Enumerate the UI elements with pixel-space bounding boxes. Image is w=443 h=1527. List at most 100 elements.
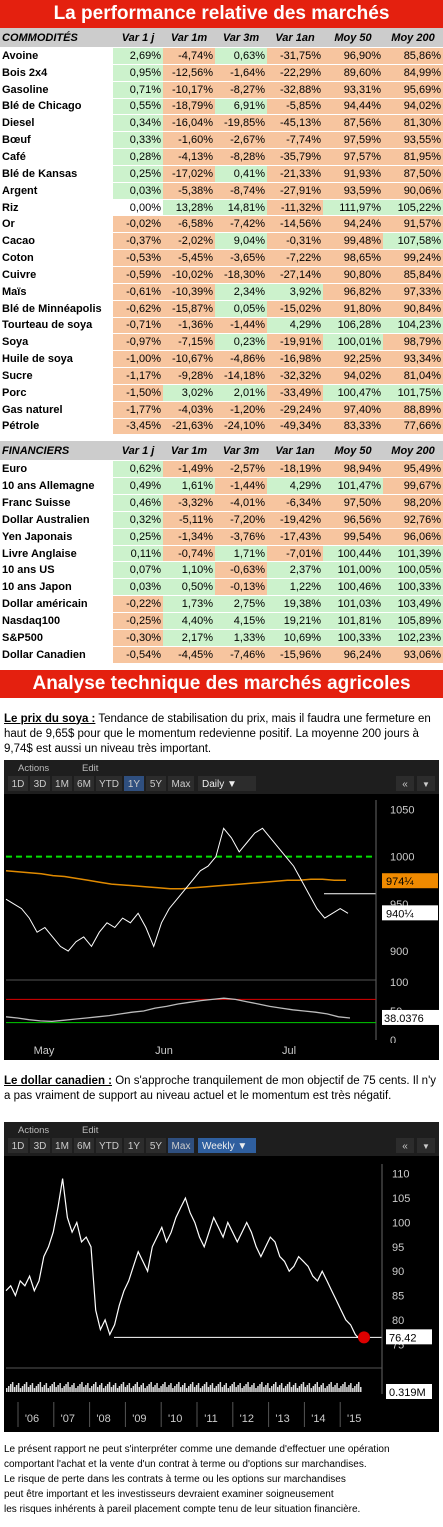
collapse-button[interactable]: « [402, 1141, 408, 1152]
table-cell: 85,84% [383, 266, 443, 284]
price-tick-label: 105 [392, 1193, 410, 1205]
range-tab-1y[interactable]: 1Y [128, 1141, 141, 1152]
volume-bar [154, 1384, 156, 1392]
table-row: Franc Suisse 0,46% -3,32% -4,01% -6,34% 97,50… [0, 494, 443, 512]
table-cell: 103,49% [383, 595, 443, 613]
range-tab-1m[interactable]: 1M [55, 779, 69, 790]
row-label: Blé de Kansas [0, 165, 113, 183]
range-tab-1m[interactable]: 1M [55, 1141, 69, 1152]
last-point-marker [358, 1330, 370, 1343]
volume-bar [336, 1382, 338, 1392]
table-cell: 100,44% [323, 545, 383, 563]
volume-bar [27, 1386, 30, 1392]
table-cell: 0,07% [113, 561, 163, 580]
volume-bar [102, 1387, 105, 1392]
menu-button[interactable]: ▼ [422, 1142, 430, 1151]
table-cell: 0,25% [113, 528, 163, 546]
range-tab-max[interactable]: Max [172, 1141, 191, 1152]
range-tab-ytd[interactable]: YTD [99, 1141, 119, 1152]
edit-menu[interactable]: Edit [82, 1125, 99, 1136]
menu-button[interactable]: ▼ [422, 780, 430, 789]
range-tab-max[interactable]: Max [172, 779, 191, 790]
row-label: Or [0, 215, 113, 234]
table-cell: -0,61% [113, 283, 163, 301]
table-row: Diesel 0,34% -16,04% -19,85% -45,13% 87,56% 81… [0, 114, 443, 133]
range-tab-3d[interactable]: 3D [34, 1141, 47, 1152]
table-cell: -0,53% [113, 249, 163, 267]
x-tick-label: '09 [132, 1413, 146, 1425]
collapse-button[interactable]: « [402, 779, 408, 790]
range-tab-6m[interactable]: 6M [77, 1141, 91, 1152]
volume-bar [316, 1381, 318, 1392]
table-cell: 4,29% [267, 317, 323, 335]
table-cell: -10,39% [163, 283, 215, 301]
volume-bar [89, 1387, 91, 1392]
table-cell: 1,61% [163, 477, 215, 496]
table-row: Tourteau de soya -0,71% -1,36% -1,44% 4,29% 1… [0, 317, 443, 335]
table-cell: -0,31% [267, 232, 323, 251]
period-dropdown[interactable]: Daily ▼ [202, 779, 237, 790]
range-tab-5y[interactable]: 5Y [150, 1141, 163, 1152]
table-cell: 0,63% [215, 47, 267, 65]
range-tab-1y[interactable]: 1Y [128, 779, 141, 790]
table-cell: 88,89% [383, 401, 443, 419]
range-tab-5y[interactable]: 5Y [150, 779, 163, 790]
volume-bar [277, 1386, 279, 1392]
table-cell: -10,17% [163, 81, 215, 99]
volume-bar [338, 1387, 340, 1392]
volume-bar [43, 1384, 46, 1392]
column-header: Moy 50 [323, 28, 383, 48]
momentum-tick-label: 100 [390, 977, 408, 989]
range-tab-3d[interactable]: 3D [34, 779, 47, 790]
volume-bar [6, 1387, 8, 1392]
range-tab-1d[interactable]: 1D [12, 779, 25, 790]
volume-bar [320, 1384, 322, 1392]
table-cell: 0,00% [113, 199, 163, 217]
volume-bar [197, 1382, 200, 1392]
row-label: Euro [0, 460, 113, 479]
table-cell: 101,39% [383, 545, 443, 563]
actions-menu[interactable]: Actions [18, 763, 49, 774]
range-tab-6m[interactable]: 6M [77, 779, 91, 790]
table-cell: 0,03% [113, 578, 163, 597]
volume-bar [81, 1381, 83, 1392]
period-dropdown[interactable]: Weekly ▼ [202, 1141, 247, 1152]
volume-bar [172, 1387, 174, 1392]
actions-menu[interactable]: Actions [18, 1125, 49, 1136]
table-cell: -0,54% [113, 646, 163, 664]
table-cell: -1,17% [113, 367, 163, 385]
edit-menu[interactable]: Edit [82, 763, 99, 774]
volume-bar [188, 1385, 190, 1392]
table-cell: 4,40% [163, 612, 215, 630]
table-cell: 0,95% [113, 64, 163, 82]
volume-bar [247, 1381, 249, 1392]
momentum-value-label: 38.0376 [384, 1012, 424, 1024]
volume-bar [10, 1383, 12, 1392]
range-tab-bg [96, 775, 122, 791]
table-cell: -27,14% [267, 266, 323, 284]
cad-commentary: Le dollar canadien : On s'approche tranq… [0, 1074, 443, 1122]
table-cell: -1,77% [113, 401, 163, 419]
table-cell: 81,04% [383, 367, 443, 385]
table-cell: 97,57% [323, 148, 383, 166]
table-cell: 81,30% [383, 114, 443, 133]
table-row: Blé de Minnéapolis -0,62% -15,87% 0,05% -15,… [0, 300, 443, 318]
range-tab-1d[interactable]: 1D [12, 1141, 25, 1152]
table-cell: 93,31% [323, 81, 383, 99]
volume-bar [352, 1387, 354, 1392]
row-label: 10 ans Japon [0, 578, 113, 597]
table-cell: 1,22% [267, 578, 323, 597]
volume-bar [259, 1383, 261, 1392]
table-row: Dollar Canadien -0,54% -4,45% -7,46% -15,96%… [0, 646, 443, 664]
volume-bar [156, 1382, 158, 1392]
volume-bar [97, 1386, 99, 1392]
table-cell: 84,99% [383, 64, 443, 82]
price-tick-label: 1050 [390, 804, 414, 816]
table-cell: -24,10% [215, 418, 267, 436]
table-cell: 77,66% [383, 418, 443, 436]
range-tab-ytd[interactable]: YTD [99, 779, 119, 790]
volume-bar [65, 1383, 67, 1392]
volume-bar [288, 1381, 291, 1392]
table-cell: -1,49% [163, 460, 215, 479]
volume-bar [178, 1381, 180, 1392]
